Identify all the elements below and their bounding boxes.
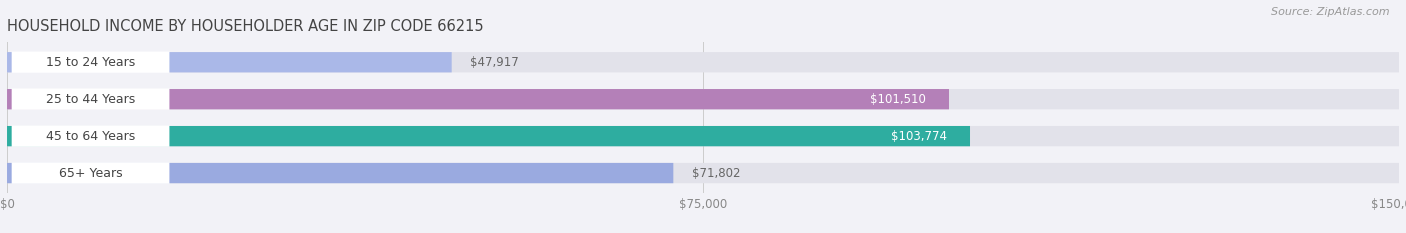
Text: Source: ZipAtlas.com: Source: ZipAtlas.com (1271, 7, 1389, 17)
Text: 15 to 24 Years: 15 to 24 Years (46, 56, 135, 69)
Text: HOUSEHOLD INCOME BY HOUSEHOLDER AGE IN ZIP CODE 66215: HOUSEHOLD INCOME BY HOUSEHOLDER AGE IN Z… (7, 19, 484, 34)
Text: $71,802: $71,802 (692, 167, 741, 180)
Text: 25 to 44 Years: 25 to 44 Years (46, 93, 135, 106)
Text: $103,774: $103,774 (891, 130, 946, 143)
Text: $47,917: $47,917 (470, 56, 519, 69)
FancyBboxPatch shape (11, 162, 170, 184)
FancyBboxPatch shape (7, 126, 1399, 146)
FancyBboxPatch shape (7, 89, 949, 109)
FancyBboxPatch shape (7, 89, 1399, 109)
Text: 65+ Years: 65+ Years (59, 167, 122, 180)
Text: $101,510: $101,510 (870, 93, 925, 106)
FancyBboxPatch shape (11, 125, 170, 147)
FancyBboxPatch shape (7, 163, 1399, 183)
Text: 45 to 64 Years: 45 to 64 Years (46, 130, 135, 143)
FancyBboxPatch shape (7, 163, 673, 183)
FancyBboxPatch shape (7, 52, 1399, 72)
FancyBboxPatch shape (11, 51, 170, 73)
FancyBboxPatch shape (7, 52, 451, 72)
FancyBboxPatch shape (11, 89, 170, 110)
FancyBboxPatch shape (7, 126, 970, 146)
